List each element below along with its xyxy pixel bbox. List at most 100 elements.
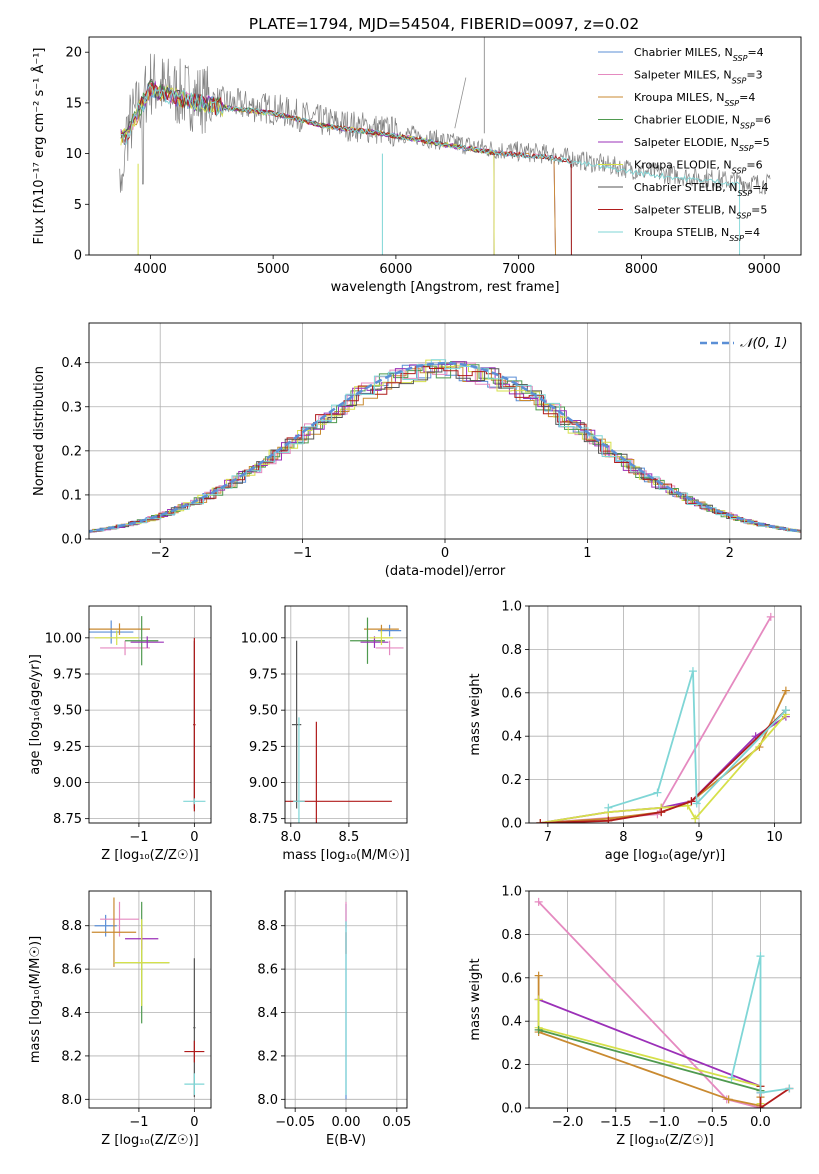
y-axis-label: mass [log₁₀(M/M☉)] — [28, 936, 43, 1063]
y-tick-label: 8.8 — [257, 919, 278, 934]
y-tick-label: 9.00 — [53, 776, 82, 791]
legend-entry: Chabrier ELODIE, NSSP=6 — [634, 114, 771, 131]
y-tick-label: 8.0 — [257, 1093, 278, 1108]
y-tick-label: 0.2 — [61, 444, 82, 459]
y-tick-label: 8.75 — [53, 812, 82, 827]
axes-frame — [89, 891, 211, 1108]
mass-weight-line — [539, 1000, 761, 1093]
y-tick-label: 0.0 — [61, 533, 82, 548]
model-spectrum-line — [121, 83, 556, 255]
y-tick-label: 8.6 — [257, 963, 278, 978]
y-tick-label: 9.50 — [53, 704, 82, 719]
y-tick-label: 0.6 — [501, 686, 522, 701]
data-point-marker — [535, 996, 543, 1004]
plot-area — [92, 898, 205, 1098]
x-tick-label: 9000 — [748, 262, 781, 277]
x-tick-label: 9 — [695, 830, 703, 845]
x-axis-label: E(B-V) — [326, 1133, 366, 1148]
y-tick-label: 0.2 — [501, 773, 522, 788]
y-tick-label: 8.4 — [257, 1006, 278, 1021]
axes-frame — [529, 606, 801, 823]
y-tick-label: 10.00 — [241, 631, 278, 646]
x-axis-label: Z [log₁₀(Z/Z☉)] — [101, 848, 198, 863]
x-tick-label: −1 — [129, 830, 148, 845]
x-tick-label: 8 — [619, 830, 627, 845]
legend-entry: Kroupa ELODIE, NSSP=6 — [634, 159, 763, 176]
x-tick-label: 0 — [441, 546, 449, 561]
y-tick-label: 1.0 — [501, 885, 522, 900]
y-tick-label: 10.00 — [45, 631, 82, 646]
x-tick-label: 0.0 — [750, 1115, 771, 1130]
model-spectrum-line — [121, 83, 572, 255]
axes-frame — [89, 606, 211, 823]
data-point-marker — [535, 972, 543, 980]
x-tick-label: 8.0 — [280, 830, 301, 845]
y-tick-label: 0.0 — [501, 1102, 522, 1117]
y-tick-label: 8.4 — [61, 1006, 82, 1021]
y-tick-label: 8.8 — [61, 919, 82, 934]
mass-weight-line — [539, 1030, 761, 1091]
y-axis-label: age [log₁₀(age/yr)] — [28, 654, 43, 775]
data-point-marker — [767, 613, 775, 621]
mass-weight-line — [539, 976, 761, 1106]
data-point-marker — [689, 667, 697, 675]
plot-area — [75, 360, 819, 535]
x-axis-label: age [log₁₀(age/yr)] — [605, 848, 726, 863]
x-tick-label: −1 — [129, 1115, 148, 1130]
x-tick-label: 4000 — [134, 262, 167, 277]
y-tick-label: 0.4 — [501, 730, 522, 745]
x-tick-label: 0.05 — [382, 1115, 411, 1130]
x-tick-label: 7 — [544, 830, 552, 845]
y-tick-label: 0.4 — [61, 356, 82, 371]
y-axis-label: mass weight — [468, 958, 483, 1040]
x-tick-label: 7000 — [502, 262, 535, 277]
data-point-marker — [653, 789, 661, 797]
mass-weight-line — [539, 1000, 761, 1104]
emission-spike — [455, 78, 466, 129]
y-tick-label: 0.0 — [501, 817, 522, 832]
y-tick-label: 9.25 — [249, 740, 278, 755]
y-axis-label: Flux [fλ10⁻¹⁷ erg cm⁻² s⁻¹ Å⁻¹] — [31, 48, 47, 245]
x-tick-label: −0.05 — [275, 1115, 315, 1130]
y-tick-label: 0.2 — [501, 1058, 522, 1073]
x-axis-label: (data-model)/error — [385, 564, 506, 579]
axes-frame — [285, 606, 407, 823]
y-tick-label: 9.50 — [249, 704, 278, 719]
data-point-marker — [725, 1095, 733, 1103]
y-tick-label: 0.8 — [501, 643, 522, 658]
data-point-marker — [604, 804, 612, 812]
y-tick-label: 0.6 — [501, 971, 522, 986]
y-tick-label: 10 — [65, 147, 82, 162]
x-tick-label: 8000 — [625, 262, 658, 277]
y-tick-label: 0.4 — [501, 1015, 522, 1030]
y-axis-label: mass weight — [468, 673, 483, 755]
y-tick-label: 9.75 — [249, 667, 278, 682]
x-tick-label: 0.00 — [332, 1115, 361, 1130]
x-axis-label: wavelength [Angstrom, rest frame] — [331, 280, 560, 295]
model-spectrum-line — [121, 81, 556, 255]
y-tick-label: 9.00 — [249, 776, 278, 791]
y-tick-label: 1.0 — [501, 600, 522, 615]
y-tick-label: 0.8 — [501, 928, 522, 943]
x-tick-label: 5000 — [257, 262, 290, 277]
legend-entry: Kroupa STELIB, NSSP=4 — [634, 226, 760, 243]
y-tick-label: 0.3 — [61, 400, 82, 415]
x-tick-label: 10 — [766, 830, 783, 845]
mass-weight-line — [732, 956, 790, 1093]
x-tick-label: −1.0 — [648, 1115, 680, 1130]
legend-entry: Salpeter MILES, NSSP=3 — [634, 69, 763, 86]
y-tick-label: 8.6 — [61, 963, 82, 978]
legend-entry: Salpeter STELIB, NSSP=5 — [634, 204, 767, 221]
x-tick-label: 0 — [190, 1115, 198, 1130]
data-point-marker — [756, 952, 764, 960]
x-tick-label: 1 — [583, 546, 591, 561]
data-point-marker — [782, 687, 790, 695]
x-tick-label: −2.0 — [552, 1115, 584, 1130]
x-tick-label: 8.5 — [339, 830, 360, 845]
figure-title: PLATE=1794, MJD=54504, FIBERID=0097, z=0… — [249, 15, 639, 33]
